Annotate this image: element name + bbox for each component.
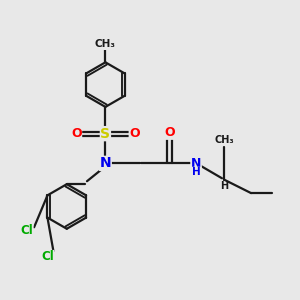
Text: N: N bbox=[191, 157, 201, 170]
Text: S: S bbox=[100, 127, 110, 141]
Text: Cl: Cl bbox=[41, 250, 54, 263]
Text: O: O bbox=[71, 127, 82, 140]
Text: H: H bbox=[220, 181, 228, 191]
Text: N: N bbox=[100, 156, 111, 170]
Text: O: O bbox=[164, 126, 175, 139]
Text: Cl: Cl bbox=[20, 224, 33, 237]
Text: CH₃: CH₃ bbox=[214, 136, 234, 146]
Text: O: O bbox=[129, 127, 140, 140]
Text: H: H bbox=[192, 167, 201, 177]
Text: CH₃: CH₃ bbox=[95, 40, 116, 50]
